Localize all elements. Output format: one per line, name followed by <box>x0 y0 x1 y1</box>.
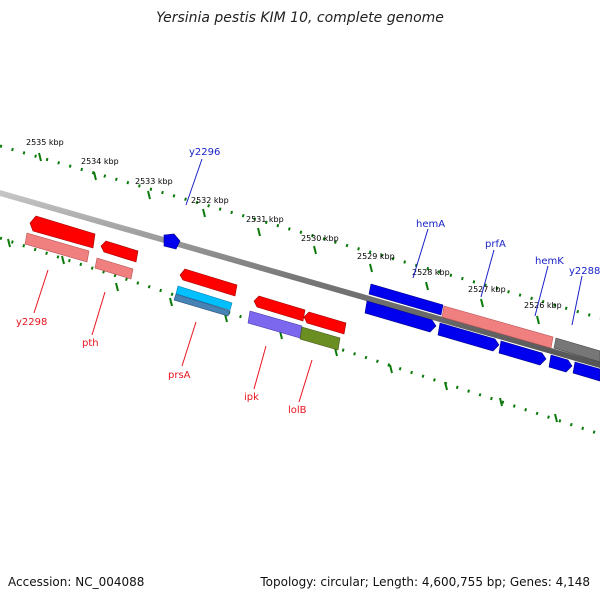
scale-ring-outer <box>0 144 600 320</box>
gene-label-y2288[interactable]: y2288 <box>569 266 600 277</box>
gene-label-lolB[interactable]: lolB <box>288 405 307 416</box>
scale-label-2526: 2526 kbp <box>524 301 562 310</box>
gene-label-y2296[interactable]: y2296 <box>189 147 220 158</box>
gene-reverse-blue-2[interactable] <box>437 322 500 352</box>
leader-lines-red <box>33 269 313 403</box>
gene-prfA[interactable] <box>441 305 554 349</box>
gene-lolB-b[interactable] <box>299 326 341 351</box>
gene-ipk-a[interactable] <box>253 295 306 322</box>
gene-label-prsA[interactable]: prsA <box>168 370 191 381</box>
scale-label-2530: 2530 kbp <box>301 234 339 243</box>
gene-label-ipk[interactable]: ipk <box>244 392 259 403</box>
gene-prsA-steel[interactable] <box>173 293 231 317</box>
gene-reverse-blue-1[interactable] <box>364 300 437 333</box>
gene-prsA-cyan[interactable] <box>175 285 233 311</box>
gene-label-prfA[interactable]: prfA <box>485 239 506 250</box>
gene-hemK[interactable] <box>553 337 600 363</box>
gene-hemA[interactable] <box>368 283 444 316</box>
scale-label-2529: 2529 kbp <box>357 252 395 261</box>
scale-label-2532: 2532 kbp <box>191 196 229 205</box>
gene-reverse-blue-4[interactable] <box>548 354 573 373</box>
gene-pth-b[interactable] <box>94 257 134 280</box>
gene-reverse-blue-3[interactable] <box>498 340 547 366</box>
scale-label-2528: 2528 kbp <box>412 268 450 277</box>
scale-ticks-outer <box>38 152 540 325</box>
gene-label-pth[interactable]: pth <box>82 338 99 349</box>
gene-y2296[interactable] <box>163 233 181 250</box>
genome-backbone <box>0 190 600 368</box>
gene-y2298-b[interactable] <box>24 232 90 263</box>
scale-label-2533: 2533 kbp <box>135 177 173 186</box>
map-title: Yersinia pestis KIM 10, complete genome <box>156 10 444 26</box>
gene-prsA[interactable] <box>179 268 238 297</box>
gene-label-hemA[interactable]: hemA <box>416 219 445 230</box>
scale-label-2534: 2534 kbp <box>81 157 119 166</box>
gene-label-y2298[interactable]: y2298 <box>16 317 47 328</box>
accession-text: Accession: NC_004088 <box>8 575 145 589</box>
scale-label-2531: 2531 kbp <box>246 215 284 224</box>
scale-label-2527: 2527 kbp <box>468 285 506 294</box>
genome-summary-text: Topology: circular; Length: 4,600,755 bp… <box>260 575 590 589</box>
gene-label-hemK[interactable]: hemK <box>535 256 564 267</box>
gene-lolB-a[interactable] <box>303 311 347 335</box>
scale-ticks-inner <box>7 238 558 423</box>
scale-label-2535: 2535 kbp <box>26 138 64 147</box>
gene-pth-a[interactable] <box>100 240 139 263</box>
gene-y2298-a[interactable] <box>29 215 96 249</box>
gene-reverse-blue-5[interactable] <box>572 361 600 382</box>
leader-lines-blue <box>185 158 583 326</box>
